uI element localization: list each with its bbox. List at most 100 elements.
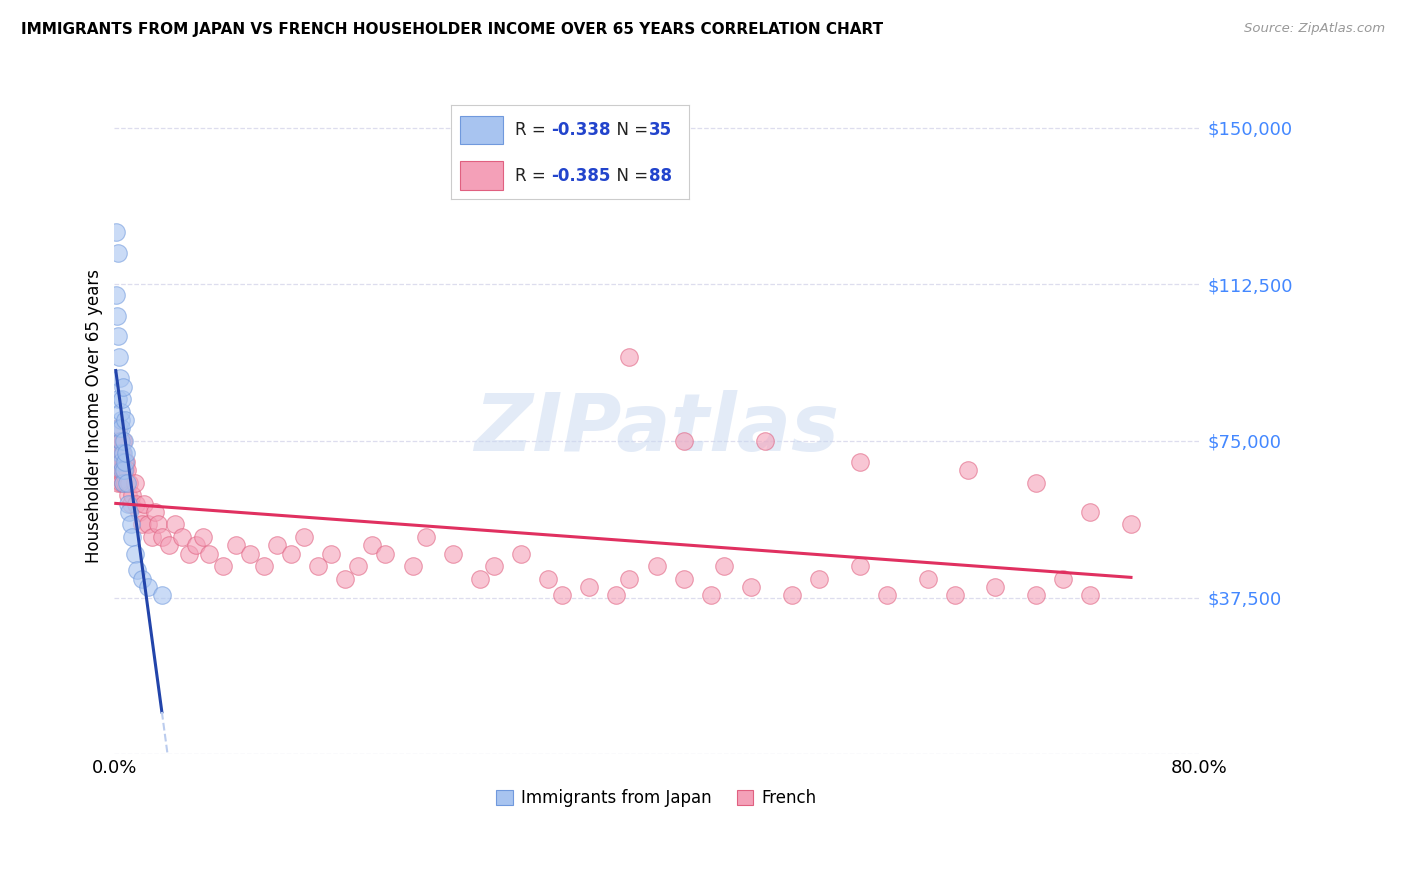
Point bbox=[107, 475, 129, 490]
Point bbox=[184, 538, 207, 552]
Point bbox=[266, 538, 288, 552]
Point bbox=[110, 434, 132, 448]
Point bbox=[110, 455, 132, 469]
Point bbox=[143, 505, 166, 519]
Point bbox=[917, 572, 939, 586]
Point bbox=[211, 559, 233, 574]
Point bbox=[114, 463, 136, 477]
Text: Source: ZipAtlas.com: Source: ZipAtlas.com bbox=[1244, 22, 1385, 36]
Point bbox=[112, 463, 135, 477]
Point bbox=[105, 463, 128, 477]
Point bbox=[115, 463, 138, 477]
Text: IMMIGRANTS FROM JAPAN VS FRENCH HOUSEHOLDER INCOME OVER 65 YEARS CORRELATION CHA: IMMIGRANTS FROM JAPAN VS FRENCH HOUSEHOL… bbox=[21, 22, 883, 37]
Point bbox=[849, 559, 872, 574]
Point bbox=[321, 547, 343, 561]
Point bbox=[1025, 475, 1047, 490]
Point bbox=[110, 404, 132, 418]
Point bbox=[754, 434, 776, 448]
Point bbox=[105, 309, 128, 323]
Point bbox=[120, 497, 142, 511]
Point bbox=[117, 497, 139, 511]
Point bbox=[118, 505, 141, 519]
Point bbox=[374, 547, 396, 561]
Point bbox=[111, 446, 134, 460]
Point bbox=[110, 413, 132, 427]
Text: ZIPatlas: ZIPatlas bbox=[474, 391, 839, 468]
Point bbox=[605, 589, 627, 603]
Point bbox=[510, 547, 533, 561]
Point bbox=[177, 547, 200, 561]
Point bbox=[111, 392, 134, 406]
Point bbox=[110, 434, 132, 448]
Point bbox=[105, 434, 128, 448]
Point bbox=[172, 530, 194, 544]
Point bbox=[127, 563, 149, 577]
Point bbox=[1119, 517, 1142, 532]
Point bbox=[150, 589, 173, 603]
Point bbox=[107, 455, 129, 469]
Point bbox=[333, 572, 356, 586]
Point bbox=[107, 421, 129, 435]
Point bbox=[849, 455, 872, 469]
Point bbox=[1052, 572, 1074, 586]
Point bbox=[110, 455, 132, 469]
Point bbox=[108, 421, 131, 435]
Point bbox=[108, 463, 131, 477]
Point bbox=[115, 455, 138, 469]
Point bbox=[117, 488, 139, 502]
Point bbox=[672, 434, 695, 448]
Point bbox=[808, 572, 831, 586]
Point bbox=[191, 530, 214, 544]
Point bbox=[105, 225, 128, 239]
Point bbox=[115, 446, 138, 460]
Point bbox=[104, 287, 127, 301]
Point bbox=[280, 547, 302, 561]
Point bbox=[578, 580, 600, 594]
Point bbox=[115, 475, 138, 490]
Point bbox=[124, 547, 146, 561]
Point bbox=[111, 434, 134, 448]
Point bbox=[110, 475, 132, 490]
Point bbox=[984, 580, 1007, 594]
Point bbox=[111, 463, 134, 477]
Point bbox=[107, 246, 129, 260]
Point bbox=[401, 559, 423, 574]
Point bbox=[780, 589, 803, 603]
Point bbox=[441, 547, 464, 561]
Point bbox=[134, 497, 156, 511]
Point bbox=[125, 497, 148, 511]
Point bbox=[114, 475, 136, 490]
Point bbox=[114, 413, 136, 427]
Point bbox=[876, 589, 898, 603]
Point bbox=[700, 589, 723, 603]
Point bbox=[114, 455, 136, 469]
Point bbox=[482, 559, 505, 574]
Point bbox=[361, 538, 384, 552]
Point bbox=[118, 475, 141, 490]
Point bbox=[957, 463, 980, 477]
Point bbox=[112, 434, 135, 448]
Point bbox=[252, 559, 274, 574]
Point bbox=[165, 517, 187, 532]
Point bbox=[121, 488, 143, 502]
Point bbox=[111, 446, 134, 460]
Point bbox=[713, 559, 735, 574]
Point bbox=[131, 572, 153, 586]
Point bbox=[943, 589, 966, 603]
Legend: Immigrants from Japan, French: Immigrants from Japan, French bbox=[489, 782, 824, 814]
Point bbox=[107, 392, 129, 406]
Point bbox=[120, 517, 142, 532]
Point bbox=[104, 446, 127, 460]
Point bbox=[112, 475, 135, 490]
Point bbox=[645, 559, 668, 574]
Point bbox=[146, 517, 169, 532]
Point bbox=[136, 517, 159, 532]
Point bbox=[347, 559, 370, 574]
Point bbox=[108, 446, 131, 460]
Y-axis label: Householder Income Over 65 years: Householder Income Over 65 years bbox=[86, 268, 103, 563]
Point bbox=[415, 530, 437, 544]
Point bbox=[292, 530, 315, 544]
Point bbox=[141, 530, 163, 544]
Point bbox=[121, 530, 143, 544]
Point bbox=[131, 517, 153, 532]
